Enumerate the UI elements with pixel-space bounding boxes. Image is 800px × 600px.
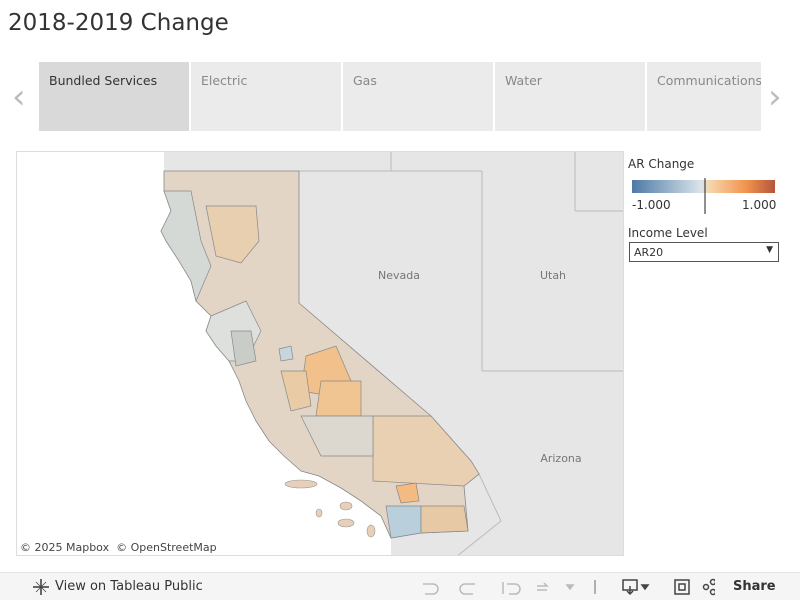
prev-arrow[interactable]: ‹ [12,77,26,117]
map-canvas: Nevada Utah Arizona [17,152,623,555]
tab[interactable]: Communications [647,62,761,131]
filter-value: AR20 [634,246,664,259]
dashboard-title: 2018-2019 Change [8,10,229,36]
color-legend [632,178,775,214]
map-label: Nevada [378,269,420,282]
dropdown-caret: ▼ [766,245,773,255]
legend-title: AR Change [628,157,695,171]
filter-dropdown[interactable]: AR20 ▼ [629,242,779,262]
counties [160,190,480,539]
map-label: Utah [540,269,566,282]
footer-bar [0,572,800,600]
tab[interactable]: Electric [191,62,341,131]
revert-icon[interactable] [502,582,521,595]
attribution-osm[interactable]: © OpenStreetMap [116,541,217,554]
map-label: Arizona [540,452,581,465]
tab[interactable]: Gas [343,62,493,131]
more-caret[interactable] [565,584,575,591]
share-button[interactable]: Share [733,579,776,594]
tab[interactable]: Water [495,62,645,131]
undo-icon[interactable] [423,583,439,595]
view-on-tableau[interactable]: View on Tableau Public [55,579,203,594]
ocean [17,152,391,555]
legend-ramp [632,180,775,193]
attribution-mapbox[interactable]: © 2025 Mapbox [20,541,110,554]
filter-title: Income Level [628,226,708,240]
tab[interactable]: Bundled Services [39,62,189,131]
state-borders [299,152,623,555]
next-arrow[interactable]: › [768,77,782,117]
map[interactable]: Nevada Utah Arizona [16,151,624,556]
tableau-icon [33,579,49,595]
islands [284,479,376,538]
refresh-icon[interactable] [537,582,549,591]
legend-max: 1.000 [742,198,777,212]
attribution: © 2025 Mapbox © OpenStreetMap [20,541,217,554]
legend-min: -1.000 [632,198,671,212]
fullscreen-icon[interactable] [674,579,690,595]
toolbar-icons [423,578,715,596]
redo-icon[interactable] [459,583,475,595]
